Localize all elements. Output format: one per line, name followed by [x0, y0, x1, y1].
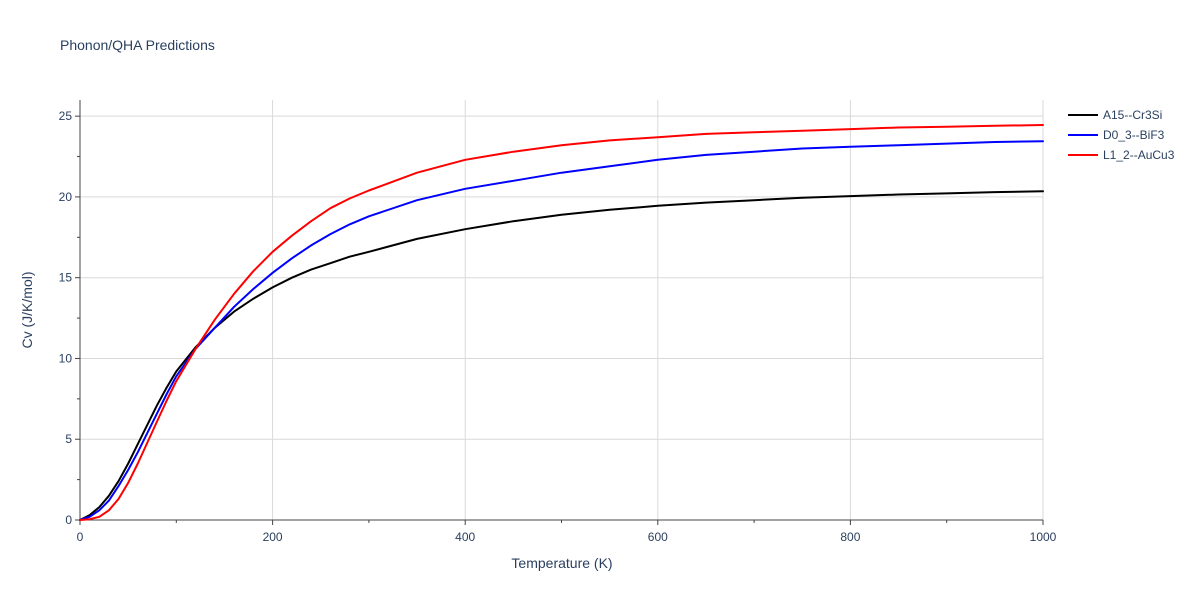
chart-title: Phonon/QHA Predictions — [60, 37, 215, 53]
legend-item-1[interactable]: D0_3--BiF3 — [1068, 128, 1165, 142]
legend-label: A15--Cr3Si — [1103, 108, 1162, 122]
x-tick-label: 200 — [263, 530, 283, 544]
series-layer — [79, 124, 1044, 521]
x-tick-label: 400 — [455, 530, 475, 544]
y-tick-label: 5 — [65, 432, 72, 446]
y-tick-label: 15 — [59, 271, 73, 285]
legend-item-2[interactable]: L1_2--AuCu3 — [1068, 148, 1175, 162]
x-tick-label: 0 — [77, 530, 84, 544]
y-axis-label: Cv (J/K/mol) — [19, 272, 35, 349]
y-tick-label: 20 — [59, 190, 73, 204]
legend-label: D0_3--BiF3 — [1103, 128, 1165, 142]
x-tick-label: 800 — [840, 530, 860, 544]
legend-item-0[interactable]: A15--Cr3Si — [1068, 108, 1162, 122]
x-tick-label: 600 — [648, 530, 668, 544]
x-tick-label: 1000 — [1030, 530, 1057, 544]
legend[interactable]: A15--Cr3Si D0_3--BiF3 L1_2--AuCu3 — [1068, 108, 1175, 162]
series-line-1 — [79, 140, 1044, 521]
series-line-0 — [79, 190, 1044, 521]
grid-layer — [80, 100, 1044, 520]
x-axis-label: Temperature (K) — [511, 555, 612, 571]
y-tick-label: 10 — [59, 351, 73, 365]
y-tick-label: 0 — [65, 513, 72, 527]
series-line-2 — [79, 124, 1044, 521]
y-tick-label: 25 — [59, 109, 73, 123]
legend-label: L1_2--AuCu3 — [1103, 148, 1175, 162]
axis-layer: 0 200 400 600 800 1000 0 5 10 15 20 25 — [59, 100, 1057, 544]
